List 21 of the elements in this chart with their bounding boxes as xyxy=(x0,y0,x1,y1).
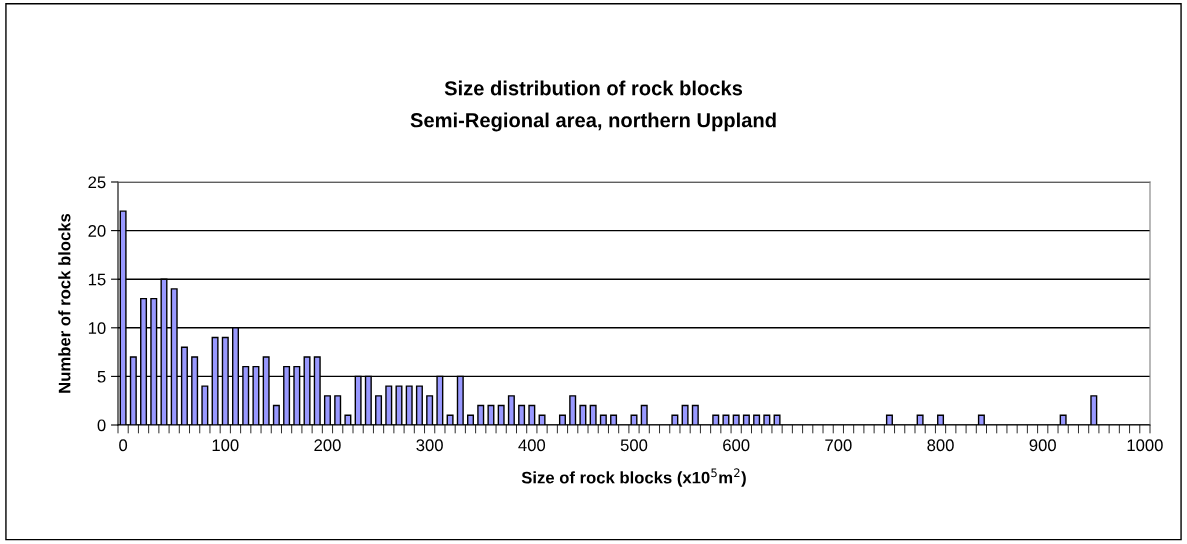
y-tick-label: 20 xyxy=(88,225,106,237)
x-tick-label: 600 xyxy=(723,439,750,452)
x-axis-title: Size of rock blocks (x10$^{5}$m$^{2}$) xyxy=(521,468,746,487)
y-tick-label: 10 xyxy=(88,322,106,334)
y-tick-label: 15 xyxy=(88,273,106,286)
y-tick-label: 25 xyxy=(88,176,106,189)
y-tick-label: 0 xyxy=(97,419,106,432)
x-tick-label: 200 xyxy=(314,439,341,452)
x-tick-label: 800 xyxy=(927,439,954,452)
x-tick-label: 700 xyxy=(825,439,852,452)
x-tick-label: 400 xyxy=(518,439,546,452)
x-tick-label: 1000 xyxy=(1127,439,1163,452)
chart-subtitle: Semi-Regional area, northern Uppland xyxy=(410,112,776,132)
x-tick-label: 500 xyxy=(620,439,648,452)
chart-title: Size distribution of rock blocks xyxy=(444,80,743,96)
x-tick-label: 100 xyxy=(212,439,239,452)
x-tick-label: 0 xyxy=(119,439,128,452)
x-tick-label: 900 xyxy=(1029,439,1056,452)
y-axis-title: Number of rock blocks xyxy=(58,213,71,393)
x-tick-label: 300 xyxy=(416,439,443,452)
y-tick-label: 5 xyxy=(97,370,106,383)
